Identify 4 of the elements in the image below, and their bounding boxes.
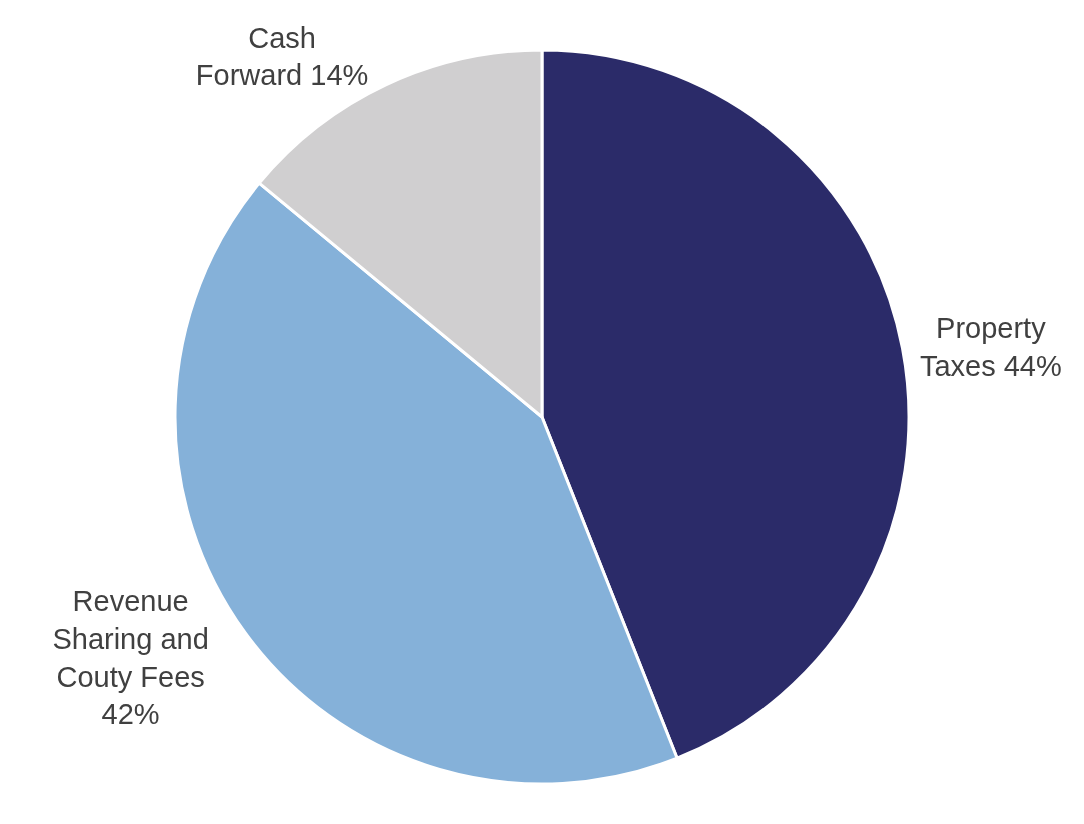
slice-label: Property Taxes 44% (919, 312, 1062, 382)
slice-label: Revenue Sharing and Couty Fees (52, 585, 209, 693)
slice-label: Cash Forward 14% (195, 21, 369, 92)
data-label: 42% (101, 698, 160, 731)
